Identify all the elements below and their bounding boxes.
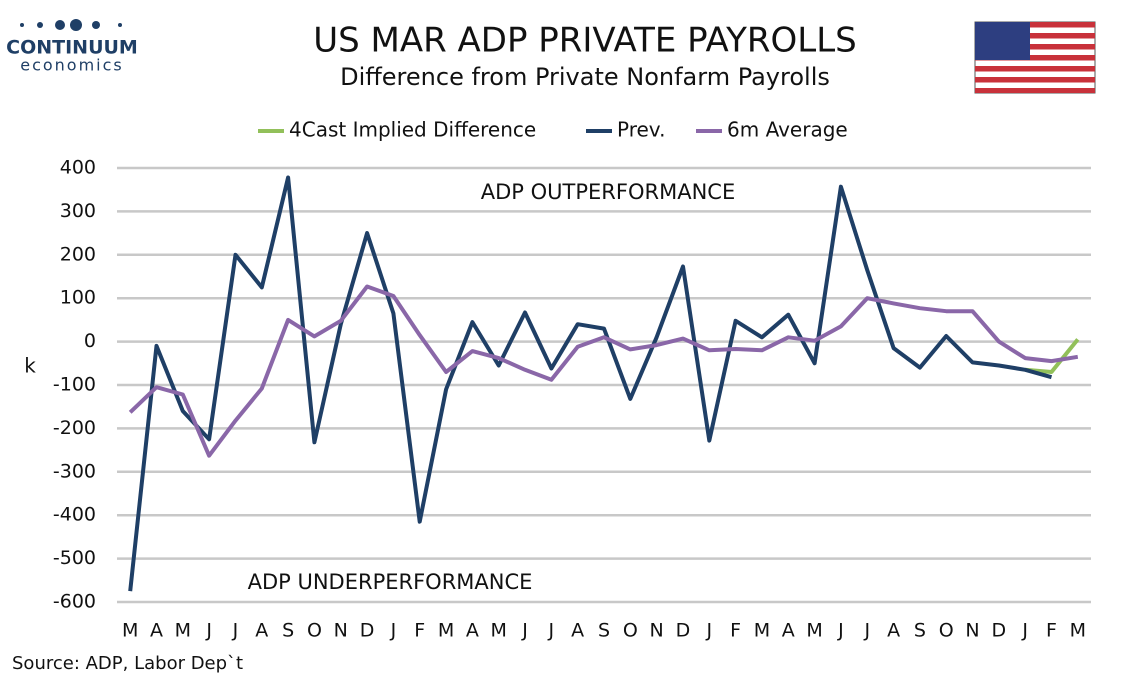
x-tick-label: J xyxy=(705,620,712,642)
y-tick-label: -600 xyxy=(53,591,96,613)
x-tick-label: J xyxy=(863,620,870,642)
y-tick-label: -300 xyxy=(53,460,96,482)
x-tick-label: J xyxy=(1021,620,1028,642)
x-tick-label: F xyxy=(730,620,741,642)
y-tick-label: 100 xyxy=(60,287,96,309)
x-tick-label: M xyxy=(754,620,770,642)
legend-label: 4Cast Implied Difference xyxy=(289,118,536,142)
x-tick-label: O xyxy=(623,620,638,642)
x-tick-label: J xyxy=(390,620,397,642)
x-tick-label: M xyxy=(1070,620,1086,642)
x-tick-label: N xyxy=(965,620,979,642)
brand-tagline: economics xyxy=(20,56,124,75)
annotation: ADP OUTPERFORMANCE xyxy=(481,180,735,204)
x-tick-label: O xyxy=(307,620,322,642)
x-tick-label: M xyxy=(122,620,138,642)
x-tick-label: J xyxy=(205,620,212,642)
annotation: ADP UNDERPERFORMANCE xyxy=(248,570,533,594)
x-tick-label: M xyxy=(438,620,454,642)
x-tick-label: M xyxy=(490,620,506,642)
series-line xyxy=(128,175,1053,592)
chart-title: US MAR ADP PRIVATE PAYROLLS xyxy=(313,21,857,61)
x-tick-label: D xyxy=(992,620,1007,642)
series-line xyxy=(1025,338,1080,374)
x-tick-label: A xyxy=(887,620,900,642)
x-tick-label: J xyxy=(548,620,555,642)
x-tick-label: J xyxy=(837,620,844,642)
x-tick-label: N xyxy=(334,620,348,642)
x-tick-label: N xyxy=(650,620,664,642)
x-tick-label: S xyxy=(598,620,610,642)
legend-label: 6m Average xyxy=(727,118,848,142)
x-tick-label: A xyxy=(150,620,163,642)
x-tick-label: M xyxy=(806,620,822,642)
y-tick-label: -200 xyxy=(53,417,96,439)
x-tick-label: A xyxy=(782,620,795,642)
x-tick-label: J xyxy=(521,620,528,642)
chart-subtitle: Difference from Private Nonfarm Payrolls xyxy=(340,63,830,91)
x-tick-label: A xyxy=(255,620,268,642)
x-tick-label: F xyxy=(1046,620,1057,642)
x-tick-label: D xyxy=(676,620,691,642)
x-tick-label: J xyxy=(232,620,239,642)
x-tick-label: O xyxy=(939,620,954,642)
y-tick-label: 300 xyxy=(60,200,96,222)
logo-dots xyxy=(20,19,122,31)
legend-label: Prev. xyxy=(617,118,665,142)
brand-name: CONTINUUM xyxy=(6,37,138,59)
x-tick-label: M xyxy=(175,620,191,642)
y-axis-label: k xyxy=(24,354,36,378)
x-tick-label: S xyxy=(914,620,926,642)
series-line xyxy=(128,284,1079,458)
y-tick-label: 200 xyxy=(60,243,96,265)
source: Source: ADP, Labor Dep`t xyxy=(12,653,243,674)
flag xyxy=(974,21,1096,94)
x-tick-label: D xyxy=(360,620,375,642)
x-tick-label: A xyxy=(466,620,479,642)
x-tick-label: F xyxy=(414,620,425,642)
y-tick-label: 400 xyxy=(60,157,96,179)
y-tick-label: -400 xyxy=(53,504,96,526)
x-tick-label: A xyxy=(571,620,584,642)
y-tick-label: 0 xyxy=(84,330,96,352)
y-tick-label: -500 xyxy=(53,547,96,569)
x-tick-label: S xyxy=(282,620,294,642)
y-tick-label: -100 xyxy=(53,374,96,396)
